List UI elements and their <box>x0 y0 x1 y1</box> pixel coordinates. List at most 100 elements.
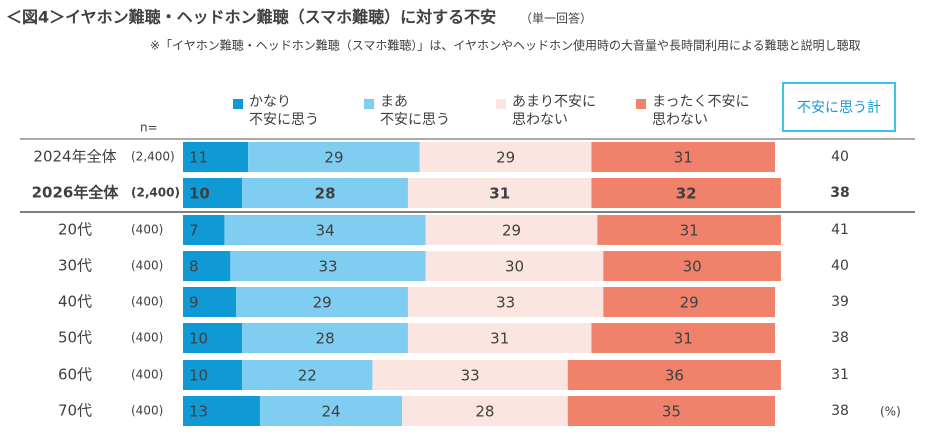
legend-label: あまり不安に 思わない <box>512 94 596 128</box>
bar-segment <box>597 215 781 245</box>
category-label: 60代 <box>58 366 92 384</box>
bar-segment <box>183 360 243 390</box>
bar-segment <box>236 287 408 317</box>
bar-segment <box>425 251 604 281</box>
total-value: 41 <box>831 222 849 238</box>
value-label: 10 <box>189 185 210 203</box>
subtitle: ※「イヤホン難聴・ヘッドホン難聴（スマホ難聴）」は、イヤホンやヘッドホン使用時の… <box>150 38 861 53</box>
value-label: 28 <box>316 330 335 348</box>
value-label: 29 <box>324 149 343 167</box>
value-label: 10 <box>189 330 208 348</box>
n-value: (400) <box>131 404 163 418</box>
bar-segment <box>425 215 598 245</box>
value-label: 30 <box>505 258 524 276</box>
legend-swatch <box>496 99 506 109</box>
total-value: 38 <box>830 185 849 201</box>
value-label: 10 <box>189 367 208 385</box>
value-label: 28 <box>315 185 336 203</box>
n-label: n= <box>140 121 158 135</box>
bar-segment <box>591 142 775 172</box>
bar-segment <box>183 251 231 281</box>
chart-title: ＜図4＞イヤホン難聴・ヘッドホン難聴（スマホ難聴）に対する不安 <box>6 8 496 27</box>
value-label: 22 <box>298 367 317 385</box>
bar-segment <box>591 323 775 353</box>
bar-segment <box>567 360 781 390</box>
bar-segment <box>183 142 249 172</box>
bar-segment <box>183 215 225 245</box>
value-label: 24 <box>321 403 340 421</box>
total-value: 40 <box>831 258 849 274</box>
bar-segment <box>603 251 781 281</box>
bar-segment <box>567 396 775 426</box>
category-label: 50代 <box>58 329 92 347</box>
bar-segment <box>224 215 426 245</box>
value-label: 29 <box>680 294 699 312</box>
n-value: (400) <box>131 295 163 309</box>
value-label: 13 <box>189 403 208 421</box>
n-value: (400) <box>131 223 163 237</box>
legend-swatch <box>364 99 374 109</box>
category-label: 20代 <box>58 221 92 239</box>
category-label: 2026年全体 <box>32 184 120 202</box>
value-label: 33 <box>461 367 480 385</box>
bar-segment <box>183 396 260 426</box>
n-value: (2,400) <box>131 186 180 200</box>
legend-label: かなり 不安に思う <box>249 94 319 128</box>
total-value: 40 <box>831 149 849 165</box>
value-label: 30 <box>683 258 702 276</box>
value-label: 32 <box>676 185 697 203</box>
value-label: 33 <box>318 258 337 276</box>
bar-segment <box>183 178 243 208</box>
bar-segment <box>372 360 568 390</box>
bar-segment <box>242 360 373 390</box>
bar-segment <box>603 287 775 317</box>
legend-swatch <box>233 99 243 109</box>
category-label: 30代 <box>58 257 92 275</box>
bar-segment <box>183 323 243 353</box>
unit-label: (%) <box>880 405 901 419</box>
value-label: 29 <box>313 294 332 312</box>
value-label: 8 <box>189 258 199 276</box>
total-header: 不安に思う計 <box>782 82 896 132</box>
value-label: 31 <box>674 330 693 348</box>
legend-label: まったく不安に 思わない <box>652 94 750 128</box>
bar-segment <box>242 323 408 353</box>
n-value: (400) <box>131 259 163 273</box>
value-label: 36 <box>665 367 684 385</box>
total-value: 39 <box>831 294 849 310</box>
n-value: (2,400) <box>131 150 175 164</box>
value-label: 9 <box>189 294 199 312</box>
value-label: 31 <box>489 185 510 203</box>
bar-segment <box>230 251 426 281</box>
n-value: (400) <box>131 331 163 345</box>
value-label: 28 <box>475 403 494 421</box>
category-label: 2024年全体 <box>33 148 116 166</box>
total-value: 38 <box>831 403 849 419</box>
value-label: 31 <box>490 330 509 348</box>
value-label: 29 <box>496 149 515 167</box>
bar-segment <box>242 178 408 208</box>
value-label: 31 <box>680 222 699 240</box>
bar-segment <box>248 142 420 172</box>
bar-segment <box>259 396 403 426</box>
value-label: 11 <box>189 149 208 167</box>
value-label: 33 <box>496 294 515 312</box>
value-label: 7 <box>189 222 199 240</box>
bar-segment <box>591 178 781 208</box>
bar-segment <box>419 142 592 172</box>
value-label: 35 <box>662 403 681 421</box>
n-value: (400) <box>131 368 163 382</box>
legend-label: まあ 不安に思う <box>380 94 450 128</box>
bar-segment <box>407 323 592 353</box>
category-label: 70代 <box>58 402 92 420</box>
bar-segment <box>402 396 568 426</box>
value-label: 34 <box>316 222 335 240</box>
total-value: 31 <box>831 367 849 383</box>
bar-segment <box>407 178 592 208</box>
bar-segment <box>183 287 237 317</box>
legend-swatch <box>636 99 646 109</box>
value-label: 29 <box>502 222 521 240</box>
value-label: 31 <box>674 149 693 167</box>
